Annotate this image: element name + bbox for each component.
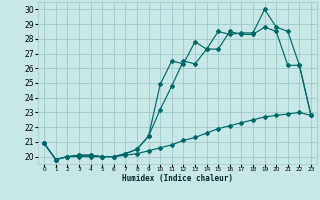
X-axis label: Humidex (Indice chaleur): Humidex (Indice chaleur) [122,174,233,183]
